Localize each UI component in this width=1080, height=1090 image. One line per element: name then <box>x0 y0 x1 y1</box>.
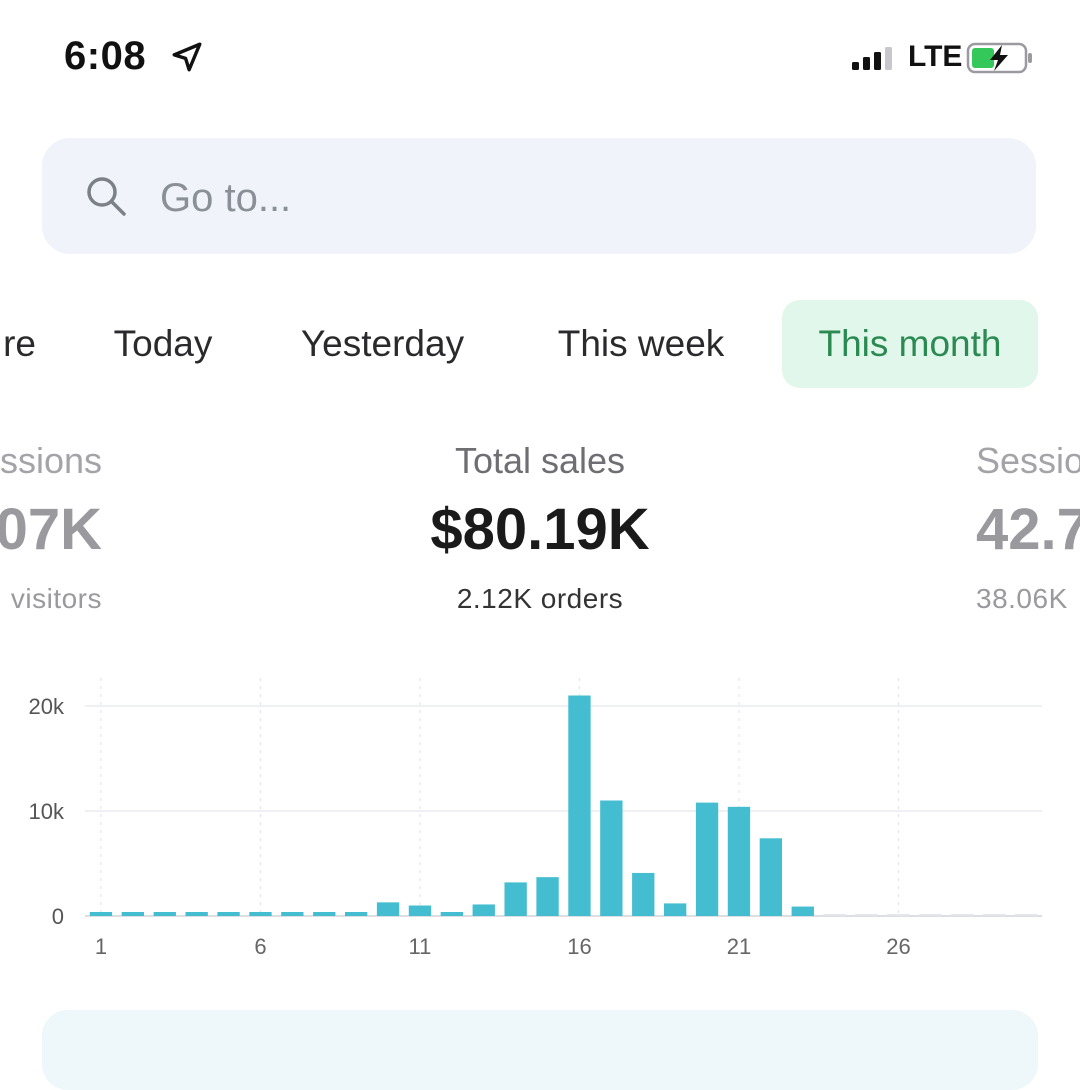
tab-this-month[interactable]: This month <box>782 300 1038 388</box>
battery-charging-icon <box>966 42 1032 74</box>
x-tick-label: 16 <box>567 934 591 959</box>
tab-partial[interactable]: re <box>0 300 50 388</box>
bar <box>313 912 336 916</box>
search-placeholder: Go to... <box>160 176 292 220</box>
x-tick-label: 21 <box>727 934 751 959</box>
y-tick-label: 0 <box>52 904 64 929</box>
metric-value: 07K <box>0 497 102 562</box>
bar <box>982 914 1006 916</box>
bar <box>951 914 974 916</box>
bottom-action-card[interactable] <box>42 1010 1038 1090</box>
tab-yesterday[interactable]: Yesterday <box>300 323 465 364</box>
metric-sub: visitors <box>10 583 102 614</box>
bar <box>1014 914 1038 916</box>
bar <box>217 912 240 916</box>
metric-label: ssions <box>0 440 102 481</box>
bar <box>185 912 208 916</box>
x-tick-label: 11 <box>409 934 432 959</box>
bar <box>153 912 176 916</box>
x-tick-label: 1 <box>95 934 107 959</box>
location-arrow-icon <box>172 42 202 72</box>
metric-label: Total sales <box>454 440 626 481</box>
metric-sub: 2.12K orders <box>456 583 624 614</box>
bar <box>568 695 591 916</box>
metric-total-sales[interactable]: Total sales $80.19K 2.12K orders <box>340 440 740 615</box>
bar <box>504 882 527 916</box>
bar <box>281 912 304 916</box>
bar <box>823 914 846 916</box>
metric-sessions-right[interactable]: Sessio 42.7 38.06K <box>976 440 1080 615</box>
bar <box>919 914 942 916</box>
bar <box>695 802 719 916</box>
bar <box>344 912 368 916</box>
tab-today[interactable]: Today <box>113 323 213 364</box>
bar <box>727 806 751 916</box>
status-bar: 6:08 LTE <box>0 0 1080 115</box>
metric-value: 42.7 <box>976 497 1080 562</box>
bar <box>440 912 464 916</box>
bar <box>663 903 687 916</box>
bar <box>759 838 783 916</box>
bar <box>408 905 432 916</box>
bar <box>536 877 559 916</box>
metric-label: Sessio <box>976 440 1080 481</box>
bar <box>855 914 878 916</box>
bar <box>121 912 145 916</box>
bar <box>249 912 272 916</box>
metric-sub: 38.06K <box>976 583 1068 614</box>
x-tick-label: 6 <box>254 934 266 959</box>
bar <box>89 912 113 916</box>
status-time: 6:08 <box>64 34 147 78</box>
metric-value: $80.19K <box>430 497 650 562</box>
network-label: LTE <box>908 40 963 73</box>
bar <box>791 906 814 916</box>
tab-this-week[interactable]: This week <box>557 323 725 364</box>
search-icon <box>87 177 126 216</box>
sales-chart: 0 10k 20k 1 6 11 16 21 26 <box>0 660 1080 980</box>
metric-sessions-left[interactable]: ssions 07K visitors <box>0 440 102 615</box>
y-tick-label: 20k <box>29 694 65 719</box>
y-tick-label: 10k <box>29 799 65 824</box>
bar <box>632 872 655 916</box>
bar <box>472 904 495 916</box>
signal-icon <box>852 47 892 70</box>
bar <box>887 914 910 916</box>
x-tick-label: 26 <box>886 934 910 959</box>
bar <box>600 800 623 916</box>
search-input[interactable]: Go to... <box>42 138 1036 254</box>
bar <box>376 902 400 916</box>
